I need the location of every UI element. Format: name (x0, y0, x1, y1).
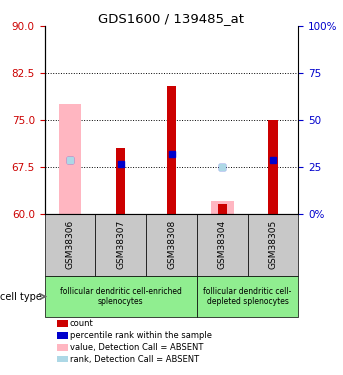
Text: GSM38305: GSM38305 (269, 220, 277, 269)
Title: GDS1600 / 139485_at: GDS1600 / 139485_at (98, 12, 245, 25)
Text: rank, Detection Call = ABSENT: rank, Detection Call = ABSENT (70, 355, 199, 364)
Bar (197, 276, 298, 317)
Bar (57, 356, 68, 363)
Bar (248, 213, 298, 276)
Text: GSM38307: GSM38307 (116, 220, 125, 269)
Text: value, Detection Call = ABSENT: value, Detection Call = ABSENT (70, 343, 203, 352)
Text: GSM38306: GSM38306 (66, 220, 74, 269)
Text: count: count (70, 319, 94, 328)
Bar (45, 276, 197, 317)
Bar (59, 104, 81, 213)
Bar (269, 120, 277, 213)
Text: percentile rank within the sample: percentile rank within the sample (70, 331, 212, 340)
Bar (95, 213, 146, 276)
Text: follicular dendritic cell-enriched
splenocytes: follicular dendritic cell-enriched splen… (60, 287, 182, 306)
Bar (57, 320, 68, 327)
Text: cell type: cell type (0, 291, 42, 302)
Bar (197, 213, 248, 276)
Bar (116, 148, 125, 213)
Bar (45, 213, 95, 276)
Bar (57, 344, 68, 351)
Bar (146, 213, 197, 276)
Bar (211, 201, 234, 213)
Bar (57, 332, 68, 339)
Text: follicular dendritic cell-
depleted splenocytes: follicular dendritic cell- depleted sple… (203, 287, 292, 306)
Bar (167, 86, 176, 213)
Text: GSM38308: GSM38308 (167, 220, 176, 269)
Text: GSM38304: GSM38304 (218, 220, 227, 269)
Bar (218, 204, 227, 213)
